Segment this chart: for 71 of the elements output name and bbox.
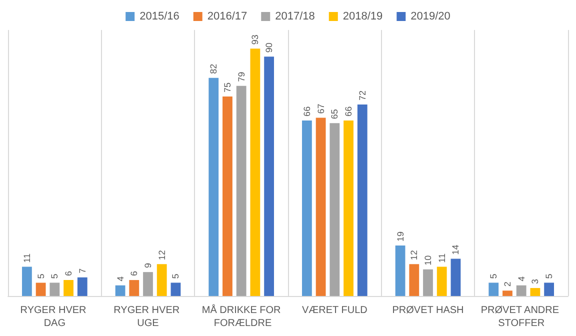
data-label: 67 — [316, 104, 326, 114]
legend-label: 2018/19 — [342, 10, 383, 22]
x-tick-label: PRØVET ANDRE STOFFER — [480, 305, 562, 329]
data-label: 5 — [488, 274, 499, 279]
data-label: 3 — [530, 279, 540, 284]
data-label: 75 — [222, 82, 232, 92]
data-label: 66 — [302, 106, 312, 116]
legend-label: 2017/18 — [275, 10, 315, 22]
bar — [236, 86, 246, 296]
bar — [516, 285, 526, 296]
data-label: 79 — [236, 72, 246, 82]
bar — [64, 280, 74, 296]
bar — [409, 264, 420, 296]
x-tick-label: MÅ DRIKKE FOR FORÆLDRE — [202, 304, 281, 329]
data-label: 2 — [502, 282, 512, 287]
bar — [530, 288, 540, 296]
bar — [22, 266, 32, 296]
bar — [423, 269, 433, 296]
bar — [129, 280, 140, 296]
data-label: 6 — [64, 271, 74, 276]
data-label: 9 — [143, 263, 153, 268]
legend-label: 2019/20 — [410, 10, 450, 22]
bar — [357, 104, 368, 296]
data-label: 5 — [50, 274, 60, 279]
bar — [77, 277, 88, 296]
legend-label: 2016/17 — [207, 10, 248, 22]
x-tick-label: RYGER HVER DAG — [20, 305, 90, 329]
bar — [50, 282, 60, 296]
x-tick-label: PRØVET HASH — [392, 305, 464, 316]
bar — [222, 96, 232, 296]
bar — [302, 120, 312, 296]
bar — [156, 264, 167, 296]
data-label: 7 — [77, 268, 88, 274]
data-label: 12 — [409, 250, 420, 260]
bar — [264, 56, 274, 296]
data-label: 90 — [264, 42, 274, 53]
data-label: 66 — [344, 106, 354, 116]
x-tick-label: VÆRET FULD — [302, 305, 368, 316]
bar — [488, 282, 499, 296]
bar — [395, 245, 406, 296]
data-label: 12 — [156, 250, 167, 260]
bar — [143, 272, 153, 296]
data-label: 5 — [544, 274, 554, 279]
data-label: 72 — [357, 90, 368, 100]
x-tick-label: RYGER HVER UGE — [114, 305, 182, 329]
bar — [115, 285, 126, 296]
data-label: 6 — [129, 271, 140, 276]
data-label: 82 — [208, 64, 219, 74]
data-label: 4 — [115, 276, 126, 282]
bar — [450, 258, 461, 296]
data-label: 65 — [330, 109, 340, 120]
bar — [436, 266, 447, 296]
bar — [316, 118, 326, 296]
bar — [170, 282, 181, 296]
bar — [330, 123, 340, 296]
data-label: 5 — [170, 274, 181, 279]
data-label: 10 — [423, 255, 433, 266]
bar — [544, 282, 554, 296]
legend-label: 2015/16 — [140, 10, 180, 22]
data-label: 5 — [36, 274, 46, 279]
bar — [36, 282, 46, 296]
bar — [502, 290, 512, 296]
data-label: 11 — [22, 253, 32, 263]
bar — [250, 48, 260, 296]
data-label: 11 — [436, 253, 447, 263]
data-label: 14 — [450, 244, 461, 255]
data-label: 4 — [516, 276, 526, 282]
bar — [208, 78, 219, 296]
bar — [344, 120, 354, 296]
data-label: 93 — [250, 34, 260, 45]
data-label: 19 — [395, 231, 406, 242]
